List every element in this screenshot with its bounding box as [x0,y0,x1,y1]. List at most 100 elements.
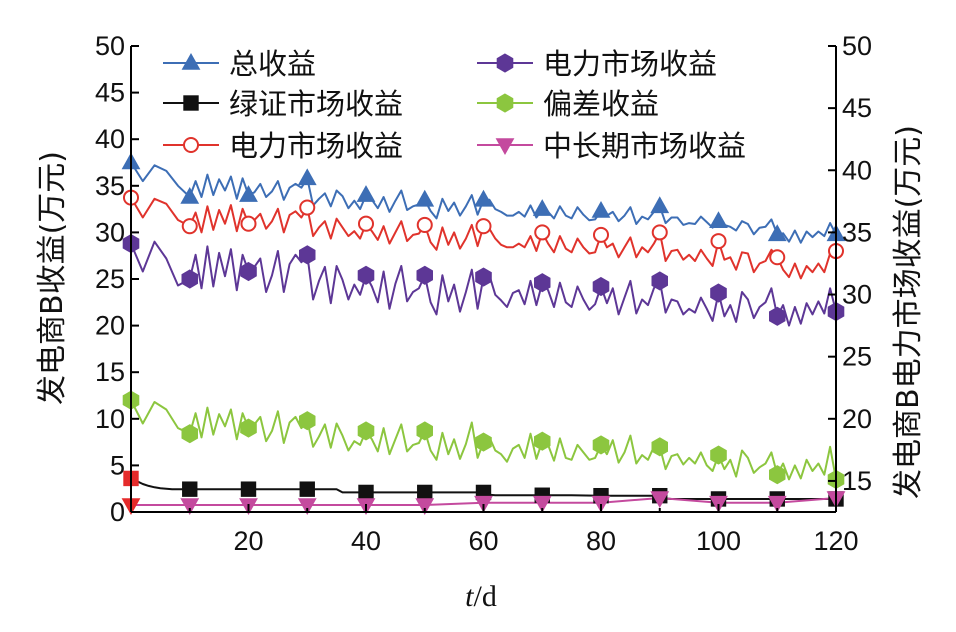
legend-label-0: 总收益 [229,47,316,81]
legend-label-1: 绿证市场收益 [229,87,403,121]
series-2-marker [357,215,375,232]
series-4-marker [416,421,433,441]
legend-marker-0 [181,52,201,70]
series-3-marker [592,276,610,297]
series-0-marker [650,196,670,214]
x-axis-label-unit: /d [474,580,497,613]
series-4-marker [651,437,668,457]
series-line-4 [130,399,837,481]
series-2-marker [475,218,492,235]
x-tick-label: 40 [351,526,381,556]
y-left-tick-label: 45 [95,78,125,108]
y-left-tick-label: 35 [95,171,125,201]
x-tick-label: 20 [233,526,263,556]
series-0-marker [297,168,317,186]
y-left-tick-label: 30 [95,217,125,247]
legend-label-4: 偏差收益 [543,87,659,121]
series-0-marker [356,185,376,202]
y-right-tick-label: 25 [842,342,872,372]
series-4-marker [299,411,316,431]
x-tick-label: 100 [696,526,741,556]
series-0-marker [767,224,787,242]
series-2-marker [592,226,610,243]
series-0-marker [709,211,728,229]
series-2-marker [651,224,668,241]
y-left-tick-label: 5 [110,450,125,480]
series-3-marker [651,271,668,291]
series-5-marker [297,498,317,516]
series-5-marker [532,495,552,513]
series-0-marker [415,189,435,207]
y-right-tick-label: 35 [842,217,872,247]
series-4-marker [710,445,727,465]
series-4-marker [240,418,257,438]
legend-marker-5 [495,138,515,156]
y-left-tick-label: 0 [110,497,125,527]
series-lines [130,161,837,506]
series-0-marker [474,189,493,207]
y-axis-label-right: 发电商B电力市场收益(万元) [891,125,926,499]
y-right-tick-label: 30 [842,280,872,310]
x-tick-label: 80 [586,526,616,556]
x-tick-label: 120 [813,526,858,556]
series-0-marker [591,200,611,218]
legend-label-2: 电力市场收益 [229,129,403,163]
series-5-marker [180,498,200,516]
y-left-tick-label: 25 [95,264,125,294]
legend-marker-3 [496,53,514,73]
series-2-marker [416,216,433,233]
series-1-marker [240,481,257,497]
series-4-marker [181,424,198,444]
series-0-marker [239,185,258,202]
y-left-tick-label: 15 [95,357,125,387]
series-1-marker [358,484,374,501]
series-3-marker [475,267,492,287]
legend-label-5: 中长期市场收益 [543,129,746,163]
series-5-marker [415,498,435,516]
series-2-marker [240,215,257,232]
legend-label-3: 电力市场收益 [543,47,717,81]
legend-marker-4 [496,93,514,113]
y-left-tick-label: 20 [95,311,125,341]
y-right-tick-label: 15 [842,466,872,496]
series-line-2 [130,197,837,280]
series-2-marker [710,233,727,250]
series-0-marker [180,186,200,204]
y-left-tick-label: 40 [95,124,125,154]
series-3-marker [416,265,433,285]
y-right-tick-label: 40 [842,155,872,185]
series-3-marker [769,306,786,326]
series-4-marker [357,421,375,441]
series-1-marker [417,484,433,501]
x-axis-label-italic: t [465,580,474,613]
x-axis-label: t/d [465,580,497,613]
series-2-marker [769,249,786,266]
series-4-marker [534,431,551,451]
series-2-marker [534,224,551,241]
legend-marker-2 [182,136,200,154]
series-line-3 [130,240,837,327]
series-4-marker [592,435,610,455]
series-1-marker [299,481,315,497]
series-3-marker [240,261,257,282]
y-axis-label-left: 发电商B收益(万元) [35,151,70,405]
x-tick-label: 60 [468,526,498,556]
series-5-marker [650,491,670,509]
series-5-marker [767,495,787,513]
series-2-marker [299,199,316,216]
series-0-marker [532,199,552,216]
series-4-marker [475,432,492,452]
series-3-marker [534,273,551,293]
series-3-marker [710,283,727,303]
axes: 20 40 60 80 100 120 0 5 10 15 20 25 30 35 40 45 50 15 20 25… [95,31,872,556]
y-left-tick-label: 10 [95,404,125,434]
series-1-marker [182,481,198,497]
y-right-tick-label: 50 [842,31,872,61]
series-3-marker [181,269,198,289]
series-2-marker [181,218,198,235]
y-left-tick-label: 50 [95,31,125,61]
series-3-marker [357,265,375,285]
legend-marker-1 [183,95,199,111]
